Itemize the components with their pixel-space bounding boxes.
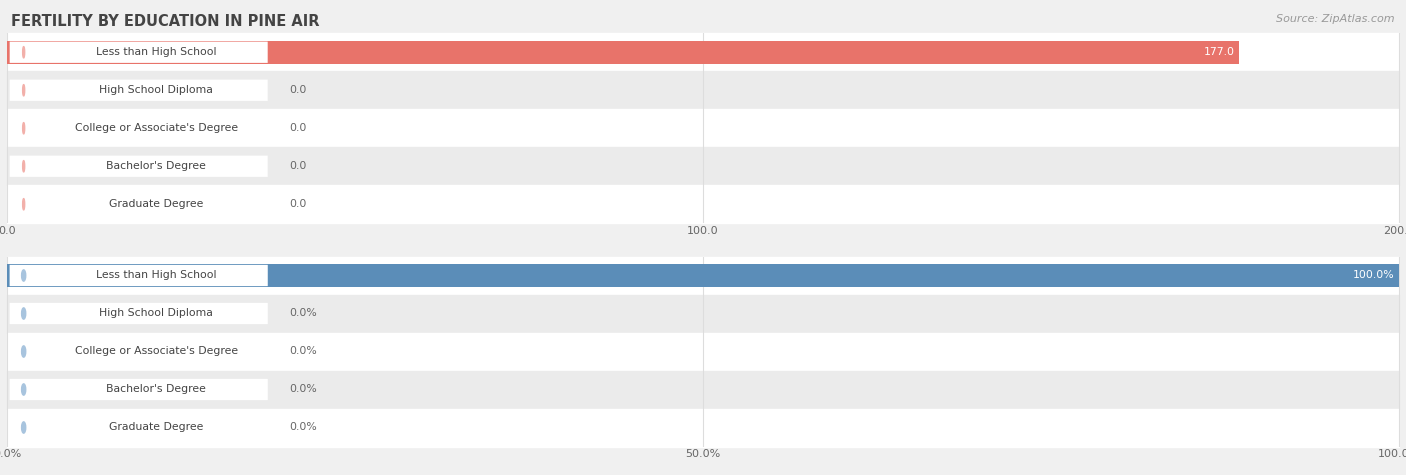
Bar — [7, 408, 1399, 446]
Text: 0.0%: 0.0% — [290, 384, 318, 395]
Text: Less than High School: Less than High School — [96, 47, 217, 57]
Text: Graduate Degree: Graduate Degree — [110, 422, 204, 433]
FancyBboxPatch shape — [10, 80, 267, 101]
Text: 0.0: 0.0 — [290, 161, 307, 171]
Text: Source: ZipAtlas.com: Source: ZipAtlas.com — [1277, 14, 1395, 24]
FancyBboxPatch shape — [10, 265, 267, 286]
FancyBboxPatch shape — [10, 156, 267, 177]
Circle shape — [22, 199, 25, 210]
Circle shape — [21, 422, 25, 433]
Circle shape — [22, 85, 25, 96]
Text: High School Diploma: High School Diploma — [100, 85, 214, 95]
Circle shape — [21, 270, 25, 281]
Text: Graduate Degree: Graduate Degree — [110, 199, 204, 209]
Text: College or Associate's Degree: College or Associate's Degree — [75, 123, 238, 133]
Text: College or Associate's Degree: College or Associate's Degree — [75, 346, 238, 357]
Text: 0.0%: 0.0% — [290, 346, 318, 357]
Circle shape — [21, 384, 25, 395]
Bar — [7, 256, 1399, 294]
Bar — [7, 71, 1399, 109]
FancyBboxPatch shape — [10, 194, 267, 215]
Text: 0.0%: 0.0% — [290, 422, 318, 433]
Circle shape — [22, 123, 25, 134]
Text: 0.0: 0.0 — [290, 123, 307, 133]
Bar — [7, 185, 1399, 223]
FancyBboxPatch shape — [10, 379, 267, 400]
Bar — [7, 264, 1399, 287]
Text: 0.0: 0.0 — [290, 199, 307, 209]
Bar — [7, 33, 1399, 71]
Text: 100.0%: 100.0% — [1353, 270, 1395, 281]
Bar — [7, 332, 1399, 371]
FancyBboxPatch shape — [10, 118, 267, 139]
Text: FERTILITY BY EDUCATION IN PINE AIR: FERTILITY BY EDUCATION IN PINE AIR — [11, 14, 319, 29]
Bar — [7, 109, 1399, 147]
Text: Less than High School: Less than High School — [96, 270, 217, 281]
Text: 0.0%: 0.0% — [290, 308, 318, 319]
Bar — [7, 41, 1239, 64]
FancyBboxPatch shape — [10, 42, 267, 63]
Bar — [7, 294, 1399, 332]
Bar — [7, 147, 1399, 185]
Text: 177.0: 177.0 — [1204, 47, 1234, 57]
Circle shape — [22, 47, 25, 58]
FancyBboxPatch shape — [10, 303, 267, 324]
FancyBboxPatch shape — [10, 341, 267, 362]
Text: Bachelor's Degree: Bachelor's Degree — [107, 161, 207, 171]
Text: 0.0: 0.0 — [290, 85, 307, 95]
Text: Bachelor's Degree: Bachelor's Degree — [107, 384, 207, 395]
Circle shape — [21, 346, 25, 357]
Circle shape — [21, 308, 25, 319]
Circle shape — [22, 161, 25, 172]
Bar — [7, 370, 1399, 408]
FancyBboxPatch shape — [10, 417, 267, 438]
Text: High School Diploma: High School Diploma — [100, 308, 214, 319]
